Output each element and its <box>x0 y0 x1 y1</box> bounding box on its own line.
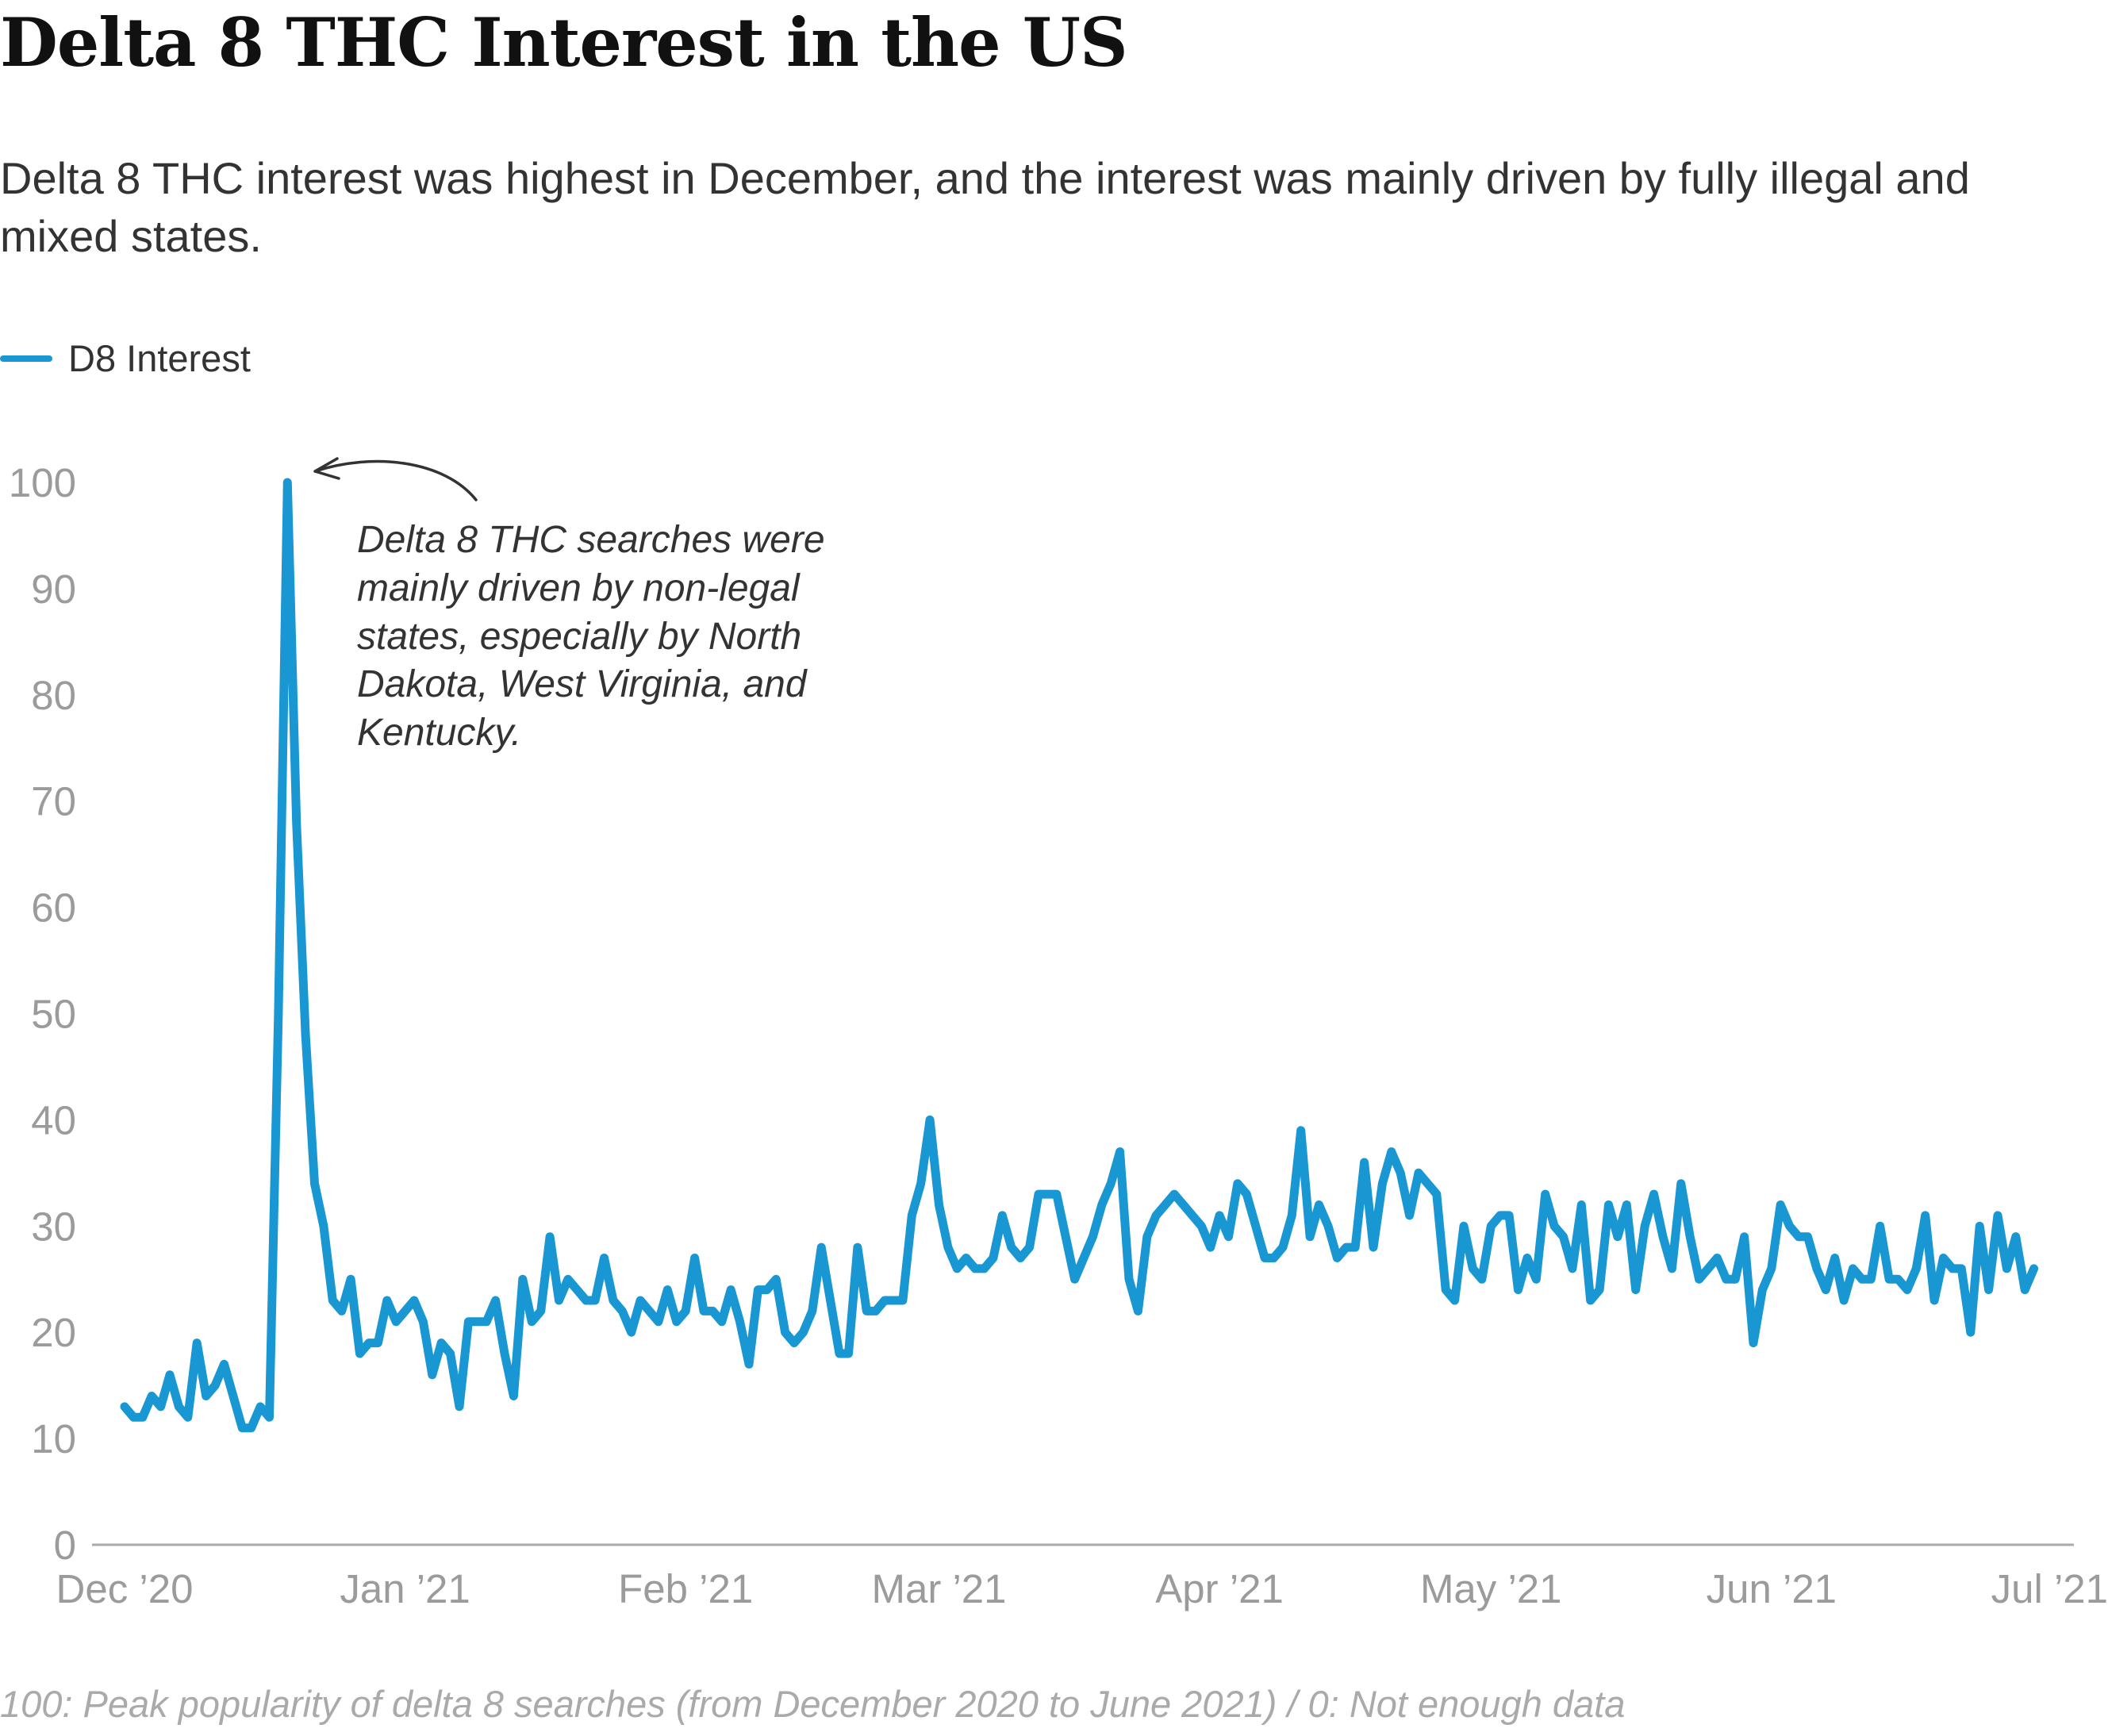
annotation-line-5: Kentucky. <box>357 712 521 754</box>
annotation-line-3: states, especially by North <box>357 616 801 658</box>
x-tick-label: May ’21 <box>1420 1566 1562 1611</box>
y-axis-ticks: 0 10 20 30 40 50 60 70 80 90 100 <box>9 460 76 1568</box>
x-tick-label: Jan ’21 <box>340 1566 470 1611</box>
y-tick-label: 90 <box>31 567 76 612</box>
y-tick-label: 60 <box>31 885 76 931</box>
annotation-line-2: mainly driven by non-legal <box>357 567 801 609</box>
x-tick-label: Mar ’21 <box>871 1566 1006 1611</box>
chart-title: Delta 8 THC Interest in the US <box>0 3 1128 82</box>
chart-subtitle: Delta 8 THC interest was highest in Dece… <box>0 153 1970 261</box>
y-tick-label: 100 <box>9 460 76 505</box>
annotation-line-1: Delta 8 THC searches were <box>357 519 825 561</box>
chart-footnote: 100: Peak popularity of delta 8 searches… <box>0 1683 1626 1725</box>
annotation-line-4: Dakota, West Virginia, and <box>357 663 808 705</box>
y-tick-label: 70 <box>31 779 76 824</box>
x-tick-label: Apr ’21 <box>1155 1566 1284 1611</box>
annotation-arrow <box>313 457 478 501</box>
y-tick-label: 50 <box>31 992 76 1037</box>
y-tick-label: 30 <box>31 1204 76 1249</box>
x-tick-label: Jul ’21 <box>1991 1566 2108 1611</box>
x-tick-label: Jun ’21 <box>1707 1566 1837 1611</box>
x-tick-label: Dec ’20 <box>56 1566 194 1611</box>
y-tick-label: 10 <box>31 1416 76 1461</box>
y-tick-label: 0 <box>54 1523 76 1568</box>
x-tick-label: Feb ’21 <box>618 1566 753 1611</box>
legend: D8 Interest <box>0 336 251 380</box>
y-tick-label: 80 <box>31 673 76 718</box>
series-line-d8-interest <box>120 478 2039 1433</box>
legend-label: D8 Interest <box>68 337 251 379</box>
annotation: Delta 8 THC searches were mainly driven … <box>313 457 825 754</box>
y-tick-label: 40 <box>31 1097 76 1143</box>
x-axis-ticks: Dec ’20 Jan ’21 Feb ’21 Mar ’21 Apr ’21 May ’… <box>56 1566 2108 1611</box>
y-tick-label: 20 <box>31 1310 76 1355</box>
legend-swatch <box>0 355 52 362</box>
